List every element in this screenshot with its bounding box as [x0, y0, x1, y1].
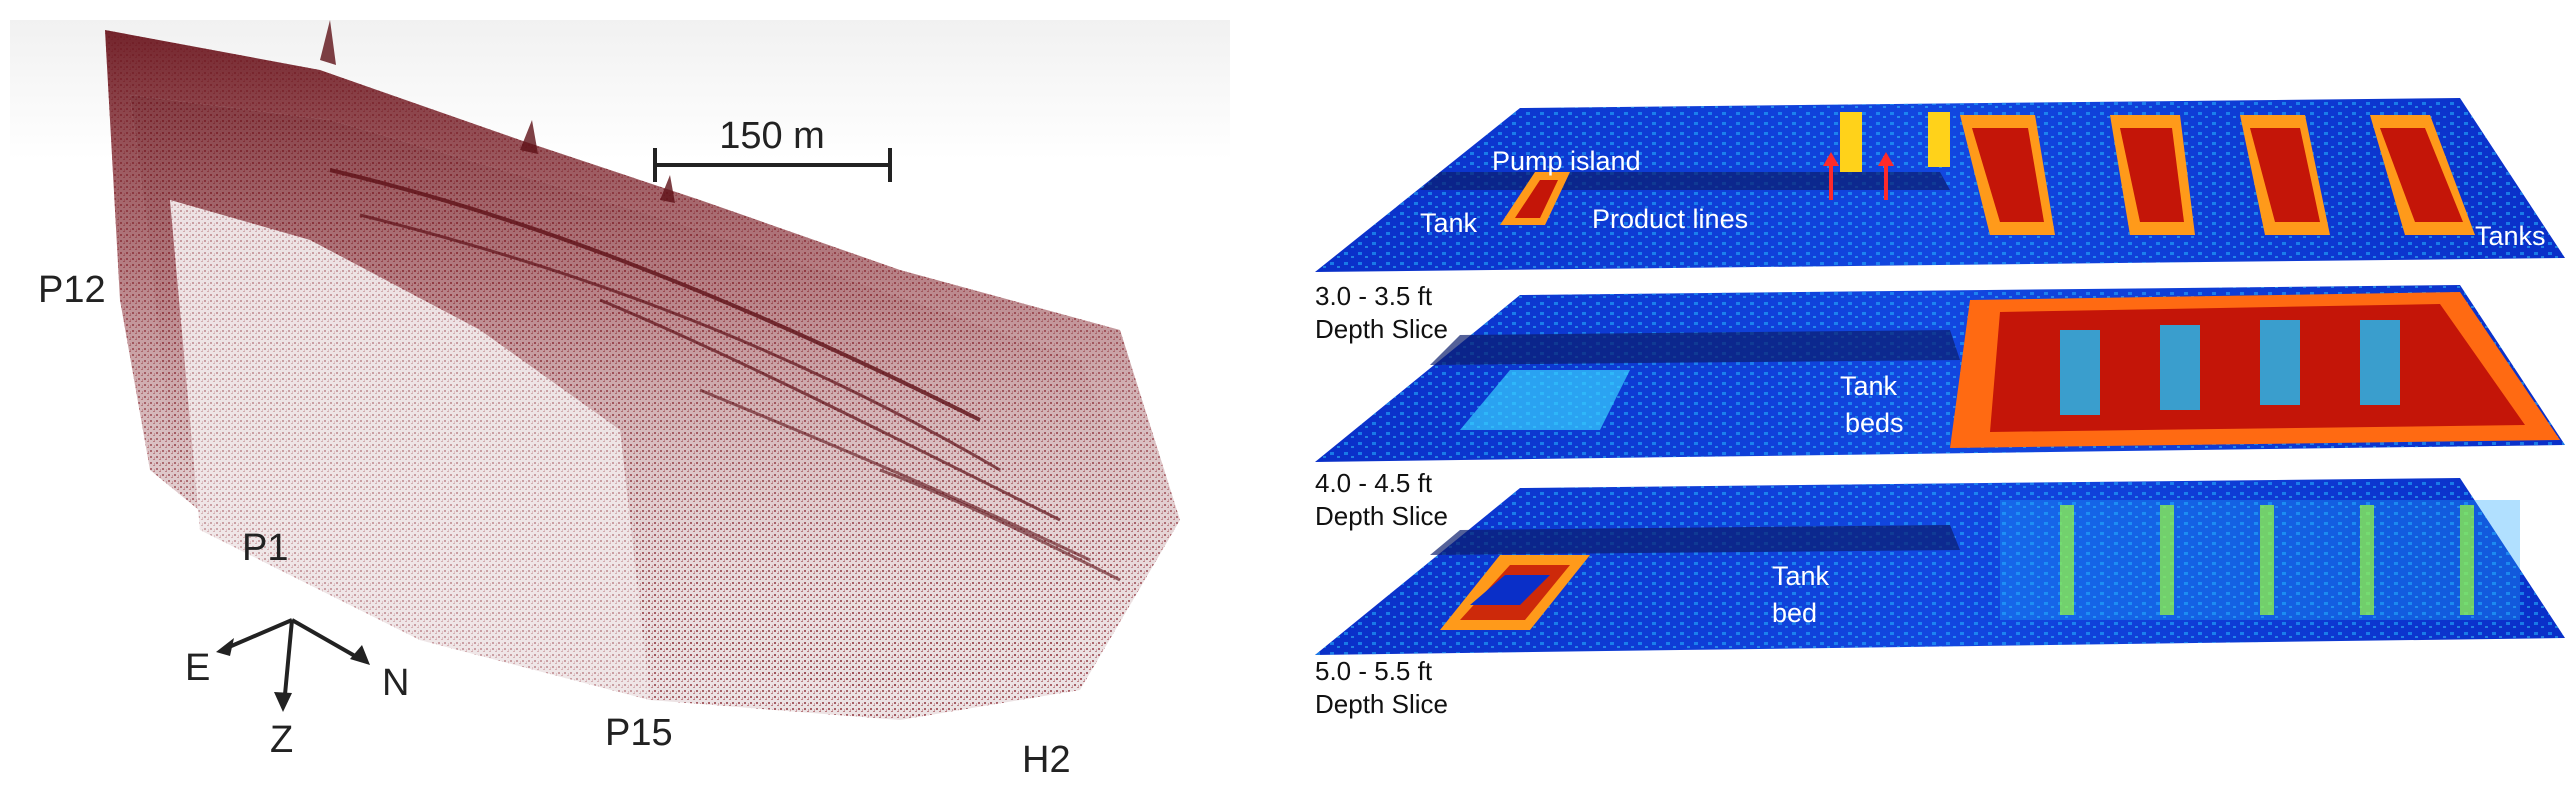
depth-slices-figure: Tank Pump island Product lines Tanks 3.0… — [1315, 98, 2565, 719]
north-arrow-icon — [350, 645, 370, 665]
arrow-up-icon — [1823, 152, 1839, 166]
label-product-lines: Product lines — [1592, 204, 1748, 234]
axis-label-north: N — [382, 662, 409, 704]
seismic-3d-figure: 150 m P12 P1 P15 H2 E N Z — [10, 20, 1230, 781]
slice-2-caption-title: Depth Slice — [1315, 501, 1448, 531]
depth-slices-panel: Tank Pump island Product lines Tanks 3.0… — [1300, 0, 2569, 797]
profile-label-h2: H2 — [1022, 739, 1071, 781]
depth-slice-3: Tank bed — [1315, 478, 2565, 655]
tank-bed-anomalies-slice-2 — [1460, 292, 2560, 448]
label-tank-bed-line-1: Tank — [1772, 561, 1830, 591]
label-tank-beds-line-2: beds — [1845, 408, 1904, 438]
depth-arrow-icon — [274, 692, 292, 712]
slice-1-caption-title: Depth Slice — [1315, 314, 1448, 344]
scale-bar: 150 m — [653, 115, 892, 182]
tank-anomalies-slice-1 — [1500, 112, 2475, 235]
orientation-axes: E N Z — [185, 618, 409, 761]
depth-slice-1: Tank Pump island Product lines Tanks — [1315, 98, 2565, 272]
depth-slice-2: Tank beds — [1315, 285, 2565, 462]
slice-3-caption-title: Depth Slice — [1315, 689, 1448, 719]
seismic-profiles — [105, 20, 1180, 720]
scale-bar-label: 150 m — [719, 115, 825, 157]
east-arrow-icon — [216, 638, 234, 656]
label-pump-island: Pump island — [1492, 146, 1641, 176]
label-tanks: Tanks — [2475, 221, 2546, 251]
label-tank: Tank — [1420, 208, 1478, 238]
slice-1-caption-depth: 3.0 - 3.5 ft — [1315, 281, 1433, 311]
label-tank-bed-line-2: bed — [1772, 598, 1817, 628]
profile-label-p12: P12 — [38, 269, 106, 311]
profile-label-p15: P15 — [605, 712, 673, 754]
axis-label-depth: Z — [270, 719, 293, 761]
seismic-3d-panel: 150 m P12 P1 P15 H2 E N Z — [0, 0, 1240, 797]
slice-3-caption-depth: 5.0 - 5.5 ft — [1315, 656, 1433, 686]
axis-label-east: E — [185, 647, 210, 689]
arrow-up-icon — [1878, 152, 1894, 166]
label-tank-beds-line-1: Tank — [1840, 371, 1898, 401]
slice-2-caption-depth: 4.0 - 4.5 ft — [1315, 468, 1433, 498]
profile-label-p1: P1 — [242, 527, 288, 569]
tank-bed-anomalies-slice-3 — [1440, 500, 2520, 630]
